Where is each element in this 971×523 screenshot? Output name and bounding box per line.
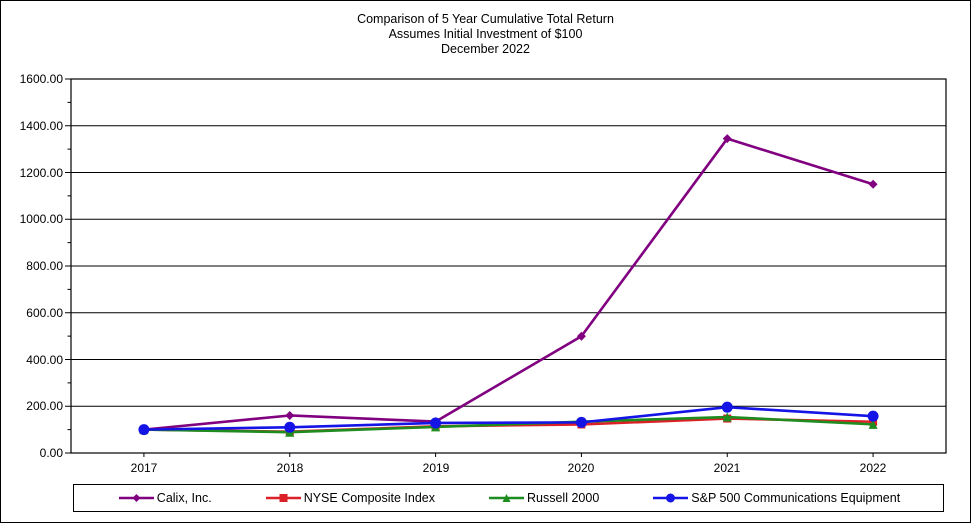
y-axis-tick-label: 1400.00 — [19, 118, 63, 133]
axis-ticks — [65, 78, 874, 457]
legend-item-nyse-composite: NYSE Composite Index — [264, 491, 435, 505]
legend-marker-triangle-icon — [489, 494, 524, 502]
legend-label: NYSE Composite Index — [303, 491, 435, 505]
series-russell-2000 — [139, 412, 878, 437]
y-axis-tick-label: 200.00 — [26, 399, 63, 414]
series-calix-inc — [139, 134, 878, 435]
legend-label: S&P 500 Communications Equipment — [691, 491, 901, 505]
chart-title-line-2: Assumes Initial Investment of $100 — [388, 27, 583, 41]
x-axis-tick-label: 2020 — [567, 461, 595, 475]
y-axis-tick-label: 600.00 — [26, 305, 63, 320]
y-axis-tick-label: 800.00 — [26, 259, 63, 273]
legend-marker-diamond-icon — [118, 494, 154, 502]
legend-label: Russell 2000 — [527, 491, 600, 505]
legend-marker-circle-icon — [653, 493, 689, 503]
y-axis-tick-label: 400.00 — [26, 352, 63, 367]
x-axis-tick-label: 2019 — [422, 461, 450, 475]
chart-title: Comparison of 5 Year Cumulative Total Re… — [1, 12, 970, 57]
legend-marker-square-icon — [265, 494, 301, 502]
y-axis-tick-label: 0.00 — [39, 446, 63, 460]
y-axis-tick-label: 1600.00 — [19, 72, 63, 86]
x-axis-tick-label: 2017 — [130, 461, 158, 475]
y-axis-tick-label: 1200.00 — [19, 165, 63, 180]
legend-item-russell-2000: Russell 2000 — [487, 491, 599, 505]
legend: Calix, Inc. NYSE Composite Index Russell… — [73, 484, 944, 512]
x-axis-tick-label: 2022 — [859, 461, 887, 475]
legend-item-calix: Calix, Inc. — [117, 491, 212, 505]
x-axis-tick-label: 2018 — [276, 461, 304, 475]
legend-item-sp500-comm-equipment: S&P 500 Communications Equipment — [651, 491, 900, 505]
x-axis-tick-label: 2021 — [713, 461, 741, 475]
series-s-p-500-communications-equipment — [138, 401, 879, 436]
chart-title-line-3: December 2022 — [441, 42, 530, 56]
y-axis-tick-label: 1000.00 — [19, 212, 63, 227]
legend-label: Calix, Inc. — [156, 491, 212, 505]
gridlines — [71, 125, 946, 407]
chart-title-line-1: Comparison of 5 Year Cumulative Total Re… — [357, 12, 614, 26]
